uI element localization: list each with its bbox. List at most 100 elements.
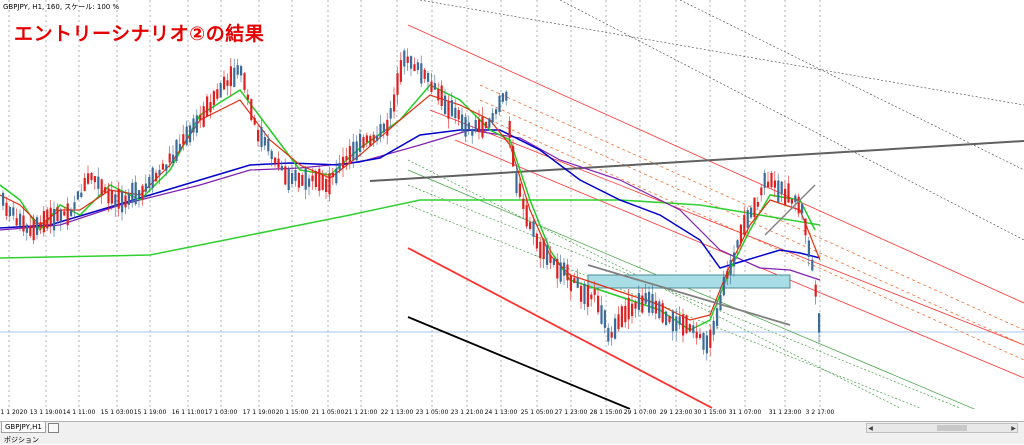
candle-body [267, 139, 270, 152]
candle-body [246, 94, 249, 100]
candle-body [22, 215, 25, 232]
candle-body [87, 173, 90, 184]
candle-body [702, 333, 705, 350]
candle-body [185, 126, 188, 145]
candle-body [746, 209, 749, 228]
candle-body [484, 121, 487, 129]
candle-body [583, 283, 586, 305]
candle-body [263, 136, 266, 146]
candle-body [546, 245, 549, 265]
candle-body [73, 202, 76, 210]
candle-body [148, 177, 151, 189]
candle-body [56, 207, 59, 222]
candle-body [549, 254, 552, 263]
chart-tab-gbpjpy[interactable]: GBPJPY,H1 [1, 422, 46, 433]
candle-body [586, 284, 589, 307]
candle-body [597, 295, 600, 313]
candle-body [362, 137, 365, 148]
candle-body [688, 324, 691, 332]
candle-body [202, 106, 205, 127]
candle-body [658, 301, 661, 319]
candle-body [807, 240, 810, 257]
candle-body [311, 175, 314, 182]
candle-body [39, 222, 42, 228]
time-label: 31 1 23:00 [768, 409, 802, 416]
candle-body [93, 176, 96, 183]
candle-body [695, 331, 698, 338]
candle-body [236, 65, 239, 75]
status-bar: ポジション [0, 433, 1024, 444]
candle-body [131, 182, 134, 203]
candle-body [457, 110, 460, 120]
channel-line-red [407, 24, 1024, 304]
candle-body [508, 120, 511, 139]
candle-body [491, 113, 494, 123]
ma-long-line [0, 199, 821, 259]
candle-body [515, 173, 518, 194]
candle-body [654, 300, 657, 314]
candle-body [134, 182, 137, 205]
time-label: 15 1 19:00 [133, 409, 167, 416]
channel-line-dotted [479, 84, 1024, 331]
candle-body [699, 333, 702, 338]
candle-body [178, 144, 181, 151]
candle-body [274, 157, 277, 164]
candle-body [631, 303, 634, 316]
candle-body [175, 139, 178, 161]
candle-body [712, 320, 715, 335]
candle-body [505, 91, 508, 101]
candle-body [467, 122, 470, 130]
candle-body [770, 172, 773, 188]
candle-body [25, 224, 28, 233]
candle-body [801, 204, 804, 214]
candle-body [233, 67, 236, 87]
candle-body [624, 305, 627, 323]
candle-body [736, 240, 739, 248]
candle-body [576, 277, 579, 288]
scrollbar-thumb[interactable] [937, 425, 967, 431]
candle-body [192, 118, 195, 133]
candle-body [471, 129, 474, 136]
time-label: 21 1 21:00 [344, 409, 378, 416]
scroll-right-icon[interactable]: ▶ [1011, 425, 1016, 432]
candle-body [814, 284, 817, 297]
candle-body [535, 233, 538, 249]
candle-body [352, 141, 355, 161]
candle-body [719, 294, 722, 311]
candle-body [512, 145, 515, 167]
price-chart[interactable] [0, 0, 1024, 409]
candle-body [756, 202, 759, 207]
candle-body [481, 116, 484, 138]
candle-body [552, 258, 555, 265]
window-restore-icon[interactable] [48, 423, 59, 433]
candle-body [518, 183, 521, 197]
candle-body [161, 163, 164, 170]
candle-body [478, 119, 481, 133]
candle-body [338, 162, 341, 170]
candle-body [369, 135, 372, 147]
candle-body [8, 206, 11, 217]
candle-body [437, 88, 440, 101]
scroll-left-icon[interactable]: ◀ [868, 425, 873, 432]
candle-body [648, 291, 651, 313]
time-label: 13 1 19:00 [29, 409, 63, 416]
time-label: 11 1 2020 [0, 409, 28, 416]
candle-body [386, 119, 389, 136]
candle-body [444, 95, 447, 115]
candle-body [784, 188, 787, 205]
horizontal-scrollbar[interactable]: ◀ ▶ [866, 423, 1018, 433]
candle-body [195, 115, 198, 133]
time-label: 27 1 23:00 [554, 409, 588, 416]
candle-body [692, 325, 695, 334]
candle-body [433, 83, 436, 90]
candle-body [19, 213, 22, 226]
candle-body [763, 172, 766, 188]
candle-body [240, 66, 243, 76]
candle-body [63, 211, 66, 216]
candle-body [49, 207, 52, 226]
candle-body [206, 96, 209, 117]
candle-body [46, 209, 49, 229]
candle-body [413, 64, 416, 72]
candle-body [189, 125, 192, 143]
